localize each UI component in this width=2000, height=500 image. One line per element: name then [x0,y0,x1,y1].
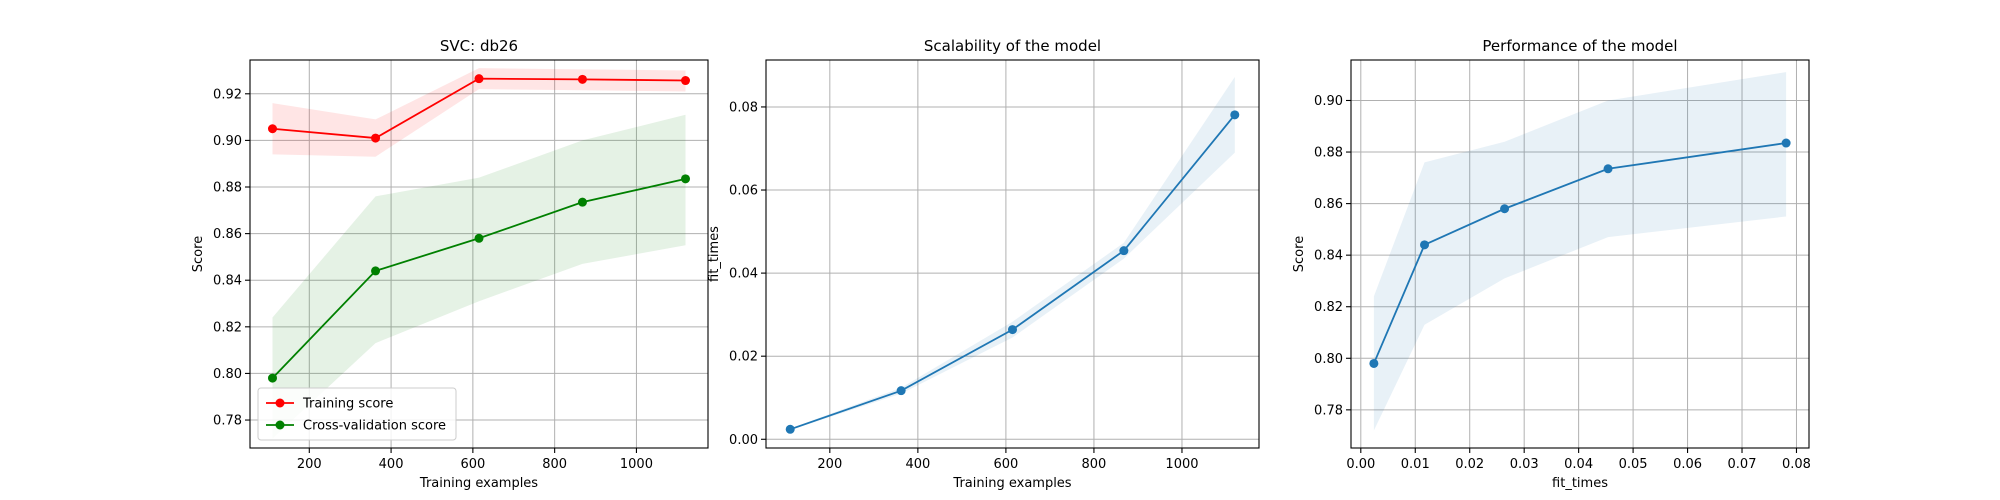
confidence-band-series-2 [272,114,686,439]
x-tick-label: 0.03 [1510,457,1539,472]
y-tick-label: 0.78 [213,414,242,429]
y-tick-label: 0.92 [213,87,242,102]
chart-title: SVC: db26 [440,37,518,55]
chart-title: Scalability of the model [924,37,1101,55]
data-point [681,174,691,184]
x-tick-label: 800 [542,457,567,472]
legend-label: Training score [302,397,393,412]
x-axis-label: Training examples [952,476,1071,491]
x-tick-label: 0.07 [1728,457,1757,472]
chart-title: Performance of the model [1482,37,1677,55]
x-tick-label: 600 [993,457,1018,472]
legend-box [257,387,457,441]
y-tick-label: 0.86 [1314,197,1343,212]
chart-panel-3: 0.00 0.01 0.02 0.03 0.04 0.05 0.06 0.07 0.08 0.78… [1292,37,1811,491]
y-tick-label: 0.80 [1314,352,1343,367]
y-tick-label: 0.06 [729,184,758,199]
y-tick-label: 0.02 [729,350,758,365]
data-point [896,386,906,396]
y-tick-label: 0.78 [1314,403,1343,418]
data-point [681,76,691,86]
data-point [474,74,484,84]
data-point [371,266,381,276]
data-point [1781,138,1791,148]
legend-marker [275,420,285,430]
y-tick-label: 0.08 [729,100,758,115]
axes-frame [1350,59,1810,449]
y-tick-label: 0.82 [1314,300,1343,315]
y-tick-label: 0.04 [729,267,758,282]
x-tick-label: 600 [460,457,485,472]
x-tick-label: 400 [379,457,404,472]
chart-panel-1: 200 400 600 800 1000 0.78 0.80 0.82 0.84 0.86 0.88… [191,37,709,491]
legend: Training score Cross-validation score [257,387,457,441]
chart-panel-2: 200 400 600 800 1000 0.00 0.02 0.04 0.06 0.08 Scal… [707,37,1260,491]
y-tick-label: 0.90 [1314,94,1343,109]
confidence-band-series-1 [1373,72,1787,431]
data-point [785,424,795,434]
y-axis-label: Score [1292,236,1307,272]
x-tick-label: 400 [905,457,930,472]
y-tick-label: 0.88 [213,181,242,196]
y-tick-label: 0.84 [1314,249,1343,264]
x-tick-label: 1000 [1165,457,1198,472]
x-tick-label: 200 [817,457,842,472]
x-tick-label: 800 [1082,457,1107,472]
data-point [267,124,277,134]
x-tick-label: 0.04 [1564,457,1593,472]
y-tick-label: 0.00 [729,433,758,448]
data-point [1369,358,1379,368]
axes-frame [249,59,709,449]
data-point [577,197,587,207]
x-tick-label: 0.01 [1401,457,1430,472]
data-point [1500,204,1510,214]
y-tick-label: 0.82 [213,320,242,335]
legend-marker [275,398,285,408]
data-point [1420,240,1430,250]
x-axis-label: fit_times [1552,476,1608,491]
y-tick-label: 0.84 [213,274,242,289]
y-tick-label: 0.86 [213,227,242,242]
data-point [1603,164,1613,174]
x-tick-label: 0.06 [1673,457,1702,472]
data-point [1230,110,1240,120]
y-axis-label: fit_times [707,226,722,282]
x-tick-label: 0.02 [1455,457,1484,472]
y-tick-label: 0.80 [213,367,242,382]
y-tick-label: 0.90 [213,134,242,149]
data-point [1119,246,1129,256]
x-tick-label: 200 [297,457,322,472]
x-tick-label: 0.05 [1619,457,1648,472]
x-tick-label: 0.08 [1782,457,1811,472]
data-point [371,133,381,143]
axes-frame [765,59,1260,449]
y-axis-label: Score [191,236,206,272]
data-point [1008,325,1017,335]
legend-label: Cross-validation score [303,419,446,434]
x-axis-label: Training examples [419,476,538,491]
data-point [267,373,277,383]
y-tick-label: 0.88 [1314,146,1343,161]
data-point [474,233,484,243]
x-tick-label: 1000 [620,457,653,472]
data-point [577,74,587,84]
x-tick-label: 0.00 [1346,457,1375,472]
